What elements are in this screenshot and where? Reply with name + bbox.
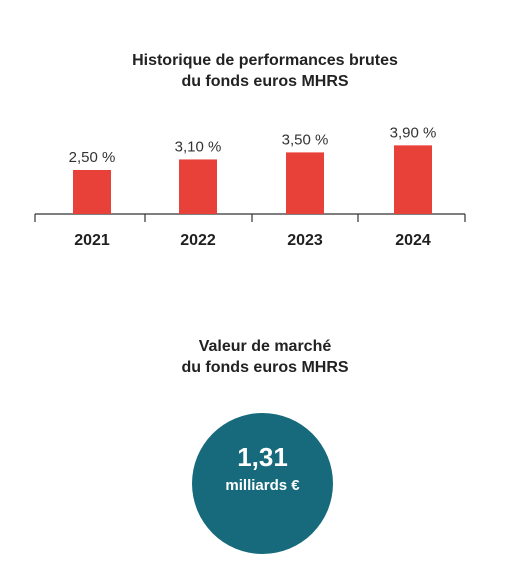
market-value: 1,31 (237, 442, 288, 472)
bar-2024 (394, 145, 432, 214)
market-value-circle: 1,31 milliards € (192, 413, 333, 554)
data-label-2024: 3,90 % (390, 124, 437, 141)
chart-title: Historique de performances brutes du fon… (0, 50, 530, 92)
market-value-unit: milliards € (225, 477, 300, 494)
data-label-2021: 2,50 % (69, 149, 116, 166)
x-tick-label-2022: 2022 (180, 232, 216, 249)
data-label-2022: 3,10 % (175, 138, 222, 155)
bar-2022 (179, 159, 217, 214)
market-title-line-2: du fonds euros MHRS (181, 359, 349, 376)
x-tick-label-2021: 2021 (74, 232, 110, 249)
market-title-line-1: Valeur de marché (198, 338, 332, 355)
bar-chart: 2,50 % 2021 3,10 % 2022 3,50 % 2023 3,90 % 2024 (34, 124, 466, 249)
data-label-2023: 3,50 % (282, 131, 329, 148)
chart-title-line-2: du fonds euros MHRS (181, 73, 349, 90)
market-value-title: Valeur de marché du fonds euros MHRS (0, 336, 530, 378)
bar-2021 (73, 170, 111, 214)
x-tick-label-2024: 2024 (395, 232, 431, 249)
bar-2023 (286, 152, 324, 214)
x-tick-label-2023: 2023 (287, 232, 323, 249)
chart-title-line-1: Historique de performances brutes (132, 52, 398, 69)
